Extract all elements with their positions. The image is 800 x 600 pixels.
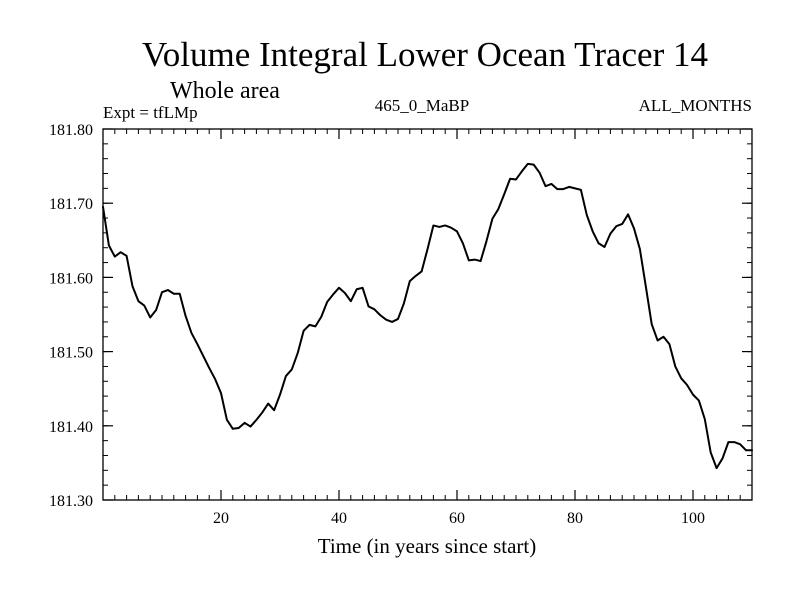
x-tick-label: 100 — [681, 510, 705, 527]
x-tick-label: 40 — [331, 510, 347, 527]
y-tick-label: 181.30 — [49, 493, 93, 510]
x-tick-label: 20 — [213, 510, 229, 527]
period-label: 465_0_MaBP — [375, 96, 469, 115]
y-tick-label: 181.80 — [49, 122, 93, 139]
y-tick-label: 181.70 — [49, 196, 93, 213]
chart-title: Volume Integral Lower Ocean Tracer 14 — [142, 35, 708, 74]
y-tick-label: 181.40 — [49, 419, 93, 436]
x-tick-label: 60 — [449, 510, 465, 527]
plot-frame — [102, 128, 753, 501]
x-tick-label: 80 — [567, 510, 583, 527]
experiment-label: Expt = tfLMp — [103, 103, 198, 122]
x-axis-label: Time (in years since start) — [318, 534, 537, 558]
y-tick-label: 181.50 — [49, 345, 93, 362]
y-tick-label: 181.60 — [49, 270, 93, 287]
series-line — [102, 162, 753, 470]
months-label: ALL_MONTHS — [639, 96, 752, 115]
chart-subtitle: Whole area — [170, 78, 280, 104]
